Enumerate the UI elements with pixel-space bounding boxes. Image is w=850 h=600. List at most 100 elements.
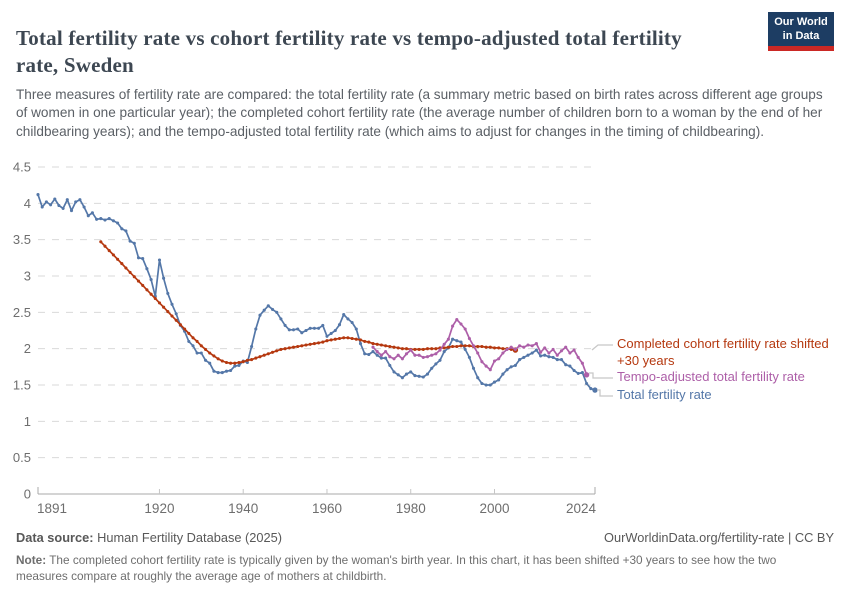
series-dot-completed-cohort-fertility-rate-shifted-30-years (346, 336, 350, 340)
series-dot-tempo-adjusted-total-fertility-rate (576, 355, 580, 359)
legend-item-tfr[interactable]: Total fertility rate (617, 387, 712, 402)
series-dot-total-fertility-rate (363, 352, 367, 356)
series-dot-tempo-adjusted-total-fertility-rate (534, 342, 538, 346)
series-dot-tempo-adjusted-total-fertility-rate (384, 350, 388, 354)
series-dot-total-fertility-rate (275, 310, 279, 314)
series-dot-tempo-adjusted-total-fertility-rate (409, 348, 413, 352)
legend-item-cohort[interactable]: Completed cohort fertility rate shifted … (617, 336, 829, 368)
series-dot-completed-cohort-fertility-rate-shifted-30-years (141, 283, 145, 287)
series-dot-total-fertility-rate (65, 198, 69, 202)
series-dot-completed-cohort-fertility-rate-shifted-30-years (371, 342, 375, 346)
y-axis-label: 1 (24, 414, 31, 429)
series-dot-total-fertility-rate (304, 328, 308, 333)
series-dot-total-fertility-rate (459, 340, 463, 344)
series-dot-completed-cohort-fertility-rate-shifted-30-years (199, 344, 203, 348)
series-dot-total-fertility-rate (375, 353, 379, 357)
series-dot-total-fertility-rate (245, 360, 249, 365)
owid-logo-line1: Our World (774, 16, 828, 28)
series-dot-tempo-adjusted-total-fertility-rate (471, 344, 476, 348)
series-dot-total-fertility-rate (530, 351, 534, 355)
series-dot-total-fertility-rate (409, 370, 413, 374)
series-dot-total-fertility-rate (518, 358, 522, 362)
legend-item-tempo[interactable]: Tempo-adjusted total fertility rate (617, 369, 805, 384)
series-dot-completed-cohort-fertility-rate-shifted-30-years (442, 346, 446, 350)
series-dot-completed-cohort-fertility-rate-shifted-30-years (358, 338, 363, 342)
series-dot-total-fertility-rate (442, 350, 446, 354)
series-dot-tempo-adjusted-total-fertility-rate (509, 345, 513, 349)
series-dot-completed-cohort-fertility-rate-shifted-30-years (451, 344, 455, 349)
series-dot-completed-cohort-fertility-rate-shifted-30-years (191, 336, 195, 340)
series-dot-total-fertility-rate (492, 380, 497, 384)
x-axis-label: 2000 (479, 501, 509, 516)
series-dot-completed-cohort-fertility-rate-shifted-30-years (455, 344, 459, 349)
series-dot-total-fertility-rate (296, 327, 300, 331)
legend-connector-tfr (597, 389, 613, 397)
series-dot-completed-cohort-fertility-rate-shifted-30-years (132, 275, 136, 279)
series-dot-total-fertility-rate (141, 257, 145, 261)
series-dot-total-fertility-rate (522, 355, 526, 359)
series-dot-completed-cohort-fertility-rate-shifted-30-years (317, 341, 321, 345)
series-dot-total-fertility-rate (392, 370, 396, 374)
series-dot-total-fertility-rate (283, 323, 287, 327)
series-dot-total-fertility-rate (103, 218, 107, 222)
series-dot-completed-cohort-fertility-rate-shifted-30-years (128, 270, 132, 274)
series-dot-total-fertility-rate (212, 369, 216, 373)
series-dot-total-fertility-rate (90, 211, 94, 215)
series-dot-total-fertility-rate (312, 326, 316, 330)
series-dot-tempo-adjusted-total-fertility-rate (543, 346, 547, 350)
series-dot-total-fertility-rate (585, 381, 589, 386)
credit-link[interactable]: OurWorldinData.org/fertility-rate | CC B… (604, 530, 834, 545)
series-dot-completed-cohort-fertility-rate-shifted-30-years (241, 360, 245, 364)
series-dot-completed-cohort-fertility-rate-shifted-30-years (480, 344, 484, 349)
series-dot-total-fertility-rate (44, 200, 48, 204)
series-dot-completed-cohort-fertility-rate-shifted-30-years (321, 340, 325, 344)
series-dot-completed-cohort-fertility-rate-shifted-30-years (413, 347, 417, 351)
series-dot-completed-cohort-fertility-rate-shifted-30-years (367, 340, 371, 344)
series-dot-total-fertility-rate (333, 328, 337, 333)
series-dot-total-fertility-rate (149, 278, 153, 282)
series-dot-completed-cohort-fertility-rate-shifted-30-years (136, 279, 141, 283)
legend-connector-tempo (589, 372, 613, 379)
series-dot-completed-cohort-fertility-rate-shifted-30-years (459, 344, 463, 348)
series-dot-total-fertility-rate (287, 328, 291, 332)
series-dot-tempo-adjusted-total-fertility-rate (421, 355, 425, 359)
series-dot-total-fertility-rate (36, 193, 40, 197)
y-axis-label: 0 (24, 487, 31, 502)
series-dot-completed-cohort-fertility-rate-shifted-30-years (237, 360, 241, 365)
series-dot-completed-cohort-fertility-rate-shifted-30-years (333, 337, 337, 341)
page-subtitle: Three measures of fertility rate are com… (16, 86, 823, 139)
series-dot-total-fertility-rate (451, 337, 455, 341)
series-dot-completed-cohort-fertility-rate-shifted-30-years (304, 343, 308, 347)
series-dot-completed-cohort-fertility-rate-shifted-30-years (279, 347, 283, 351)
series-dot-tempo-adjusted-total-fertility-rate (497, 357, 501, 361)
series-dot-tempo-adjusted-total-fertility-rate (526, 343, 530, 347)
series-dot-total-fertility-rate (317, 326, 321, 330)
owid-logo-box: Our World in Data (768, 12, 834, 46)
series-dot-completed-cohort-fertility-rate-shifted-30-years (111, 253, 115, 257)
series-dot-tempo-adjusted-total-fertility-rate (425, 355, 430, 359)
series-dot-completed-cohort-fertility-rate-shifted-30-years (103, 244, 107, 248)
series-dot-total-fertility-rate (576, 371, 580, 375)
series-dot-completed-cohort-fertility-rate-shifted-30-years (467, 344, 471, 348)
series-dot-tempo-adjusted-total-fertility-rate (442, 342, 446, 346)
series-dot-completed-cohort-fertility-rate-shifted-30-years (329, 338, 333, 342)
series-dot-completed-cohort-fertility-rate-shifted-30-years (145, 288, 149, 292)
owid-logo[interactable]: Our World in Data (768, 12, 834, 51)
series-dot-completed-cohort-fertility-rate-shifted-30-years (404, 347, 409, 351)
series-dot-tempo-adjusted-total-fertility-rate (379, 353, 383, 357)
series-dot-completed-cohort-fertility-rate-shifted-30-years (497, 346, 501, 350)
series-dot-total-fertility-rate (417, 374, 421, 378)
series-dot-completed-cohort-fertility-rate-shifted-30-years (484, 345, 488, 349)
series-dot-total-fertility-rate (559, 358, 564, 362)
series-dot-completed-cohort-fertility-rate-shifted-30-years (153, 296, 157, 301)
series-dot-total-fertility-rate (480, 381, 484, 386)
series-dot-total-fertility-rate (513, 363, 517, 367)
series-dot-total-fertility-rate (371, 350, 375, 354)
series-dot-total-fertility-rate (162, 276, 166, 280)
series-dot-completed-cohort-fertility-rate-shifted-30-years (421, 347, 425, 351)
series-dot-total-fertility-rate (99, 217, 103, 221)
series-dot-completed-cohort-fertility-rate-shifted-30-years (283, 347, 287, 351)
series-dot-total-fertility-rate (425, 372, 430, 376)
series-dot-completed-cohort-fertility-rate-shifted-30-years (254, 356, 258, 360)
series-dot-total-fertility-rate (78, 198, 82, 202)
